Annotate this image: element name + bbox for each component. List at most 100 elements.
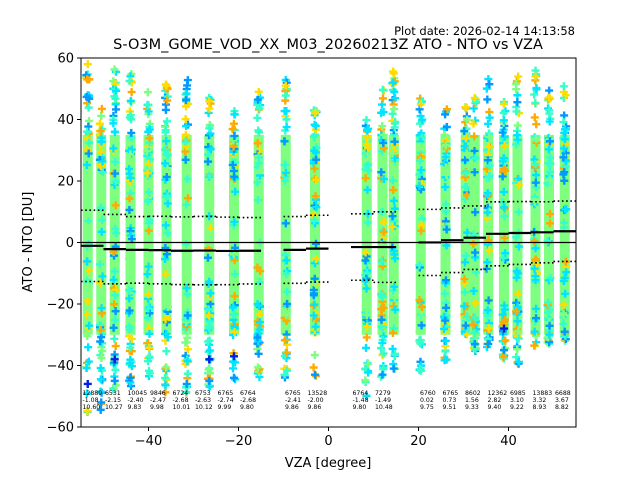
scatter-point [441, 200, 450, 209]
scatter-point [144, 262, 153, 271]
scatter-point [84, 122, 93, 131]
scatter-point [562, 268, 571, 277]
scatter-point [206, 145, 215, 154]
scatter-point [309, 363, 318, 372]
scatter-point [362, 116, 371, 125]
bin-count-label: 6765 [443, 390, 459, 397]
scatter-point [84, 357, 93, 366]
bin-spread-label: 9.98 [150, 404, 164, 411]
scatter-point [440, 324, 449, 333]
scatter-layer [82, 60, 571, 416]
scatter-column [559, 82, 571, 345]
scatter-point [85, 266, 94, 275]
scatter-point [111, 315, 120, 324]
scatter-column [530, 66, 541, 350]
scatter-point [253, 138, 262, 147]
scatter-point [83, 257, 92, 266]
scatter-point [205, 104, 214, 113]
scatter-point [205, 124, 214, 133]
scatter-point [546, 273, 555, 282]
scatter-column [280, 75, 292, 382]
scatter-point [143, 147, 152, 156]
scatter-point [145, 329, 154, 338]
scatter-point [389, 364, 398, 373]
scatter-point [441, 336, 450, 345]
scatter-point [389, 196, 398, 205]
scatter-point [145, 125, 154, 134]
scatter-point [388, 149, 397, 158]
scatter-point [442, 355, 451, 364]
scatter-point [463, 115, 472, 124]
scatter-point [183, 174, 192, 183]
scatter-column [460, 103, 472, 339]
scatter-point [254, 159, 263, 168]
scatter-point [532, 304, 541, 313]
scatter-point [163, 302, 172, 311]
scatter-point [545, 106, 554, 115]
scatter-column [498, 97, 510, 363]
scatter-point [161, 159, 170, 168]
scatter-point [483, 306, 492, 315]
scatter-point [144, 290, 153, 299]
scatter-point [127, 88, 136, 97]
scatter-point [280, 137, 289, 146]
scatter-point [499, 187, 508, 196]
scatter-point [513, 317, 522, 326]
scatter-point [231, 270, 240, 279]
scatter-point [390, 282, 399, 291]
scatter-point [499, 254, 508, 263]
scatter-point [483, 174, 492, 183]
scatter-point [253, 333, 262, 342]
scatter-point [378, 292, 387, 301]
scatter-point [204, 150, 213, 159]
bin-count-label: 6985 [510, 390, 526, 397]
scatter-point [379, 228, 388, 237]
scatter-point [530, 327, 539, 336]
scatter-point [499, 165, 508, 174]
scatter-point [181, 155, 190, 164]
scatter-point [485, 133, 494, 142]
scatter-point [231, 198, 240, 207]
scatter-point [282, 123, 291, 132]
scatter-point [512, 233, 521, 242]
scatter-point [498, 310, 507, 319]
scatter-point [363, 144, 372, 153]
scatter-point [182, 318, 191, 327]
scatter-point [483, 258, 492, 267]
scatter-point [500, 324, 508, 333]
scatter-point [281, 81, 290, 90]
scatter-point [469, 239, 478, 248]
scatter-point [281, 336, 290, 345]
bin-count-label: 13883 [533, 390, 553, 397]
y-axis-label: ATO - NTO [DU] [21, 192, 36, 293]
scatter-point [163, 199, 172, 208]
bin-spread-label: 8.82 [555, 404, 569, 411]
scatter-point [470, 328, 479, 337]
scatter-point [182, 122, 191, 131]
scatter-column [388, 67, 400, 373]
scatter-point [144, 226, 153, 235]
scatter-point [126, 96, 135, 105]
scatter-column [543, 86, 555, 348]
scatter-point [230, 217, 239, 226]
x-tick-label: −20 [225, 434, 252, 449]
scatter-point [83, 127, 92, 136]
y-tick-label: 40 [57, 113, 74, 128]
scatter-point [161, 315, 170, 324]
scatter-point [531, 160, 540, 169]
scatter-point [416, 339, 425, 348]
bin-spread-label: 9.86 [285, 404, 299, 411]
scatter-point [162, 363, 171, 372]
scatter-point [230, 328, 239, 337]
scatter-point [282, 348, 291, 357]
scatter-point [530, 264, 539, 273]
bin-count-label: 6764 [353, 390, 369, 397]
scatter-point [512, 353, 521, 362]
scatter-point [501, 336, 510, 345]
scatter-point [161, 373, 170, 382]
scatter-point [483, 156, 492, 165]
scatter-point [461, 258, 470, 267]
scatter-point [416, 100, 425, 109]
scatter-point [228, 160, 237, 169]
scatter-point [83, 379, 92, 388]
